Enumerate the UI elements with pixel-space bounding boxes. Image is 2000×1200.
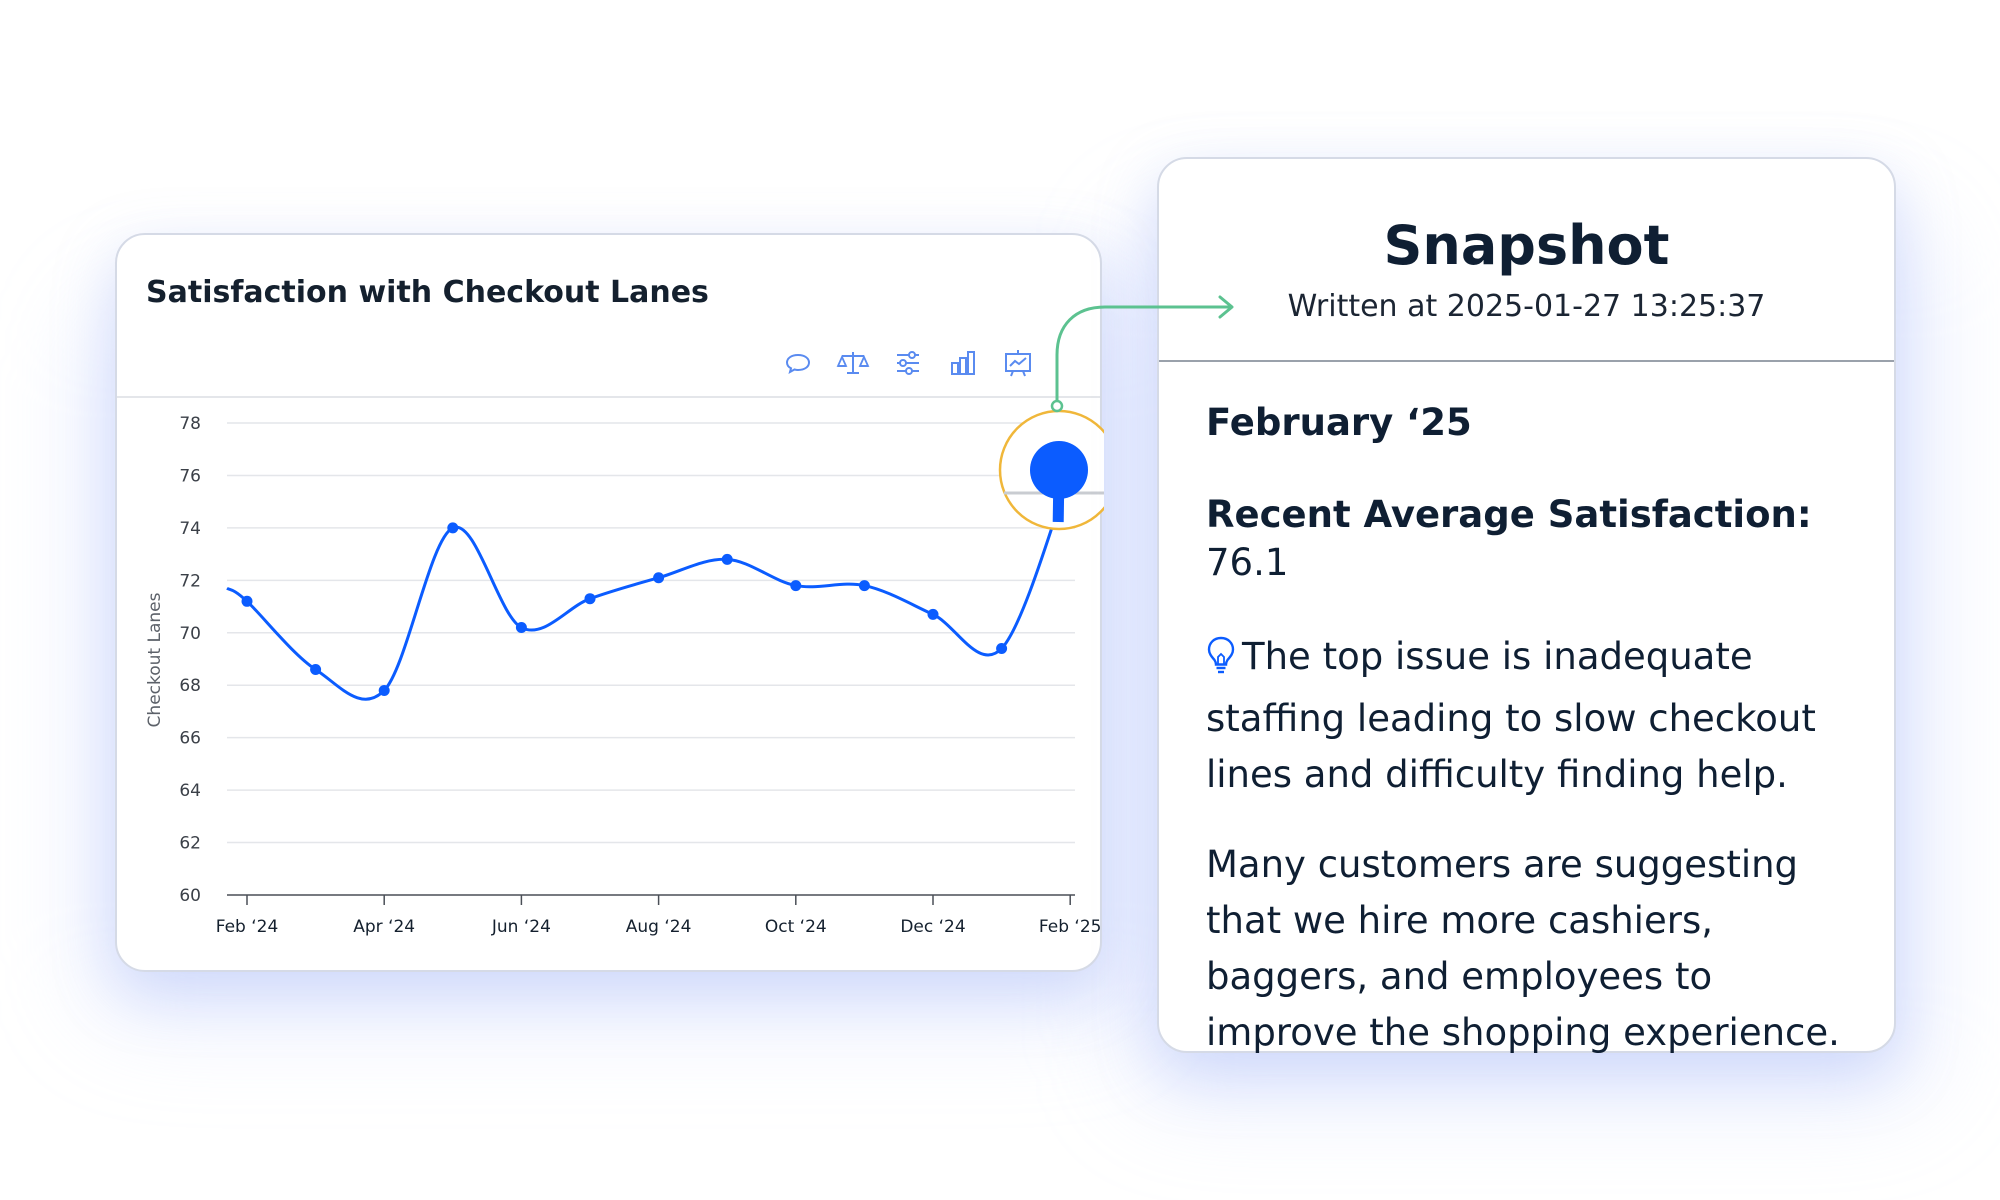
y-axis-label: Checkout Lanes [145, 592, 165, 727]
data-point [927, 608, 939, 620]
insight-paragraph: The top issue is inadequate staffing lea… [1206, 629, 1854, 803]
sliders-icon[interactable] [891, 346, 925, 380]
insight-text: The top issue is inadequate staffing lea… [1206, 635, 1816, 796]
x-tick-label: Apr ‘24 [353, 917, 415, 937]
average-satisfaction-value: 76.1 [1206, 541, 1289, 584]
data-point [584, 593, 596, 605]
x-tick-label: Dec ‘24 [900, 917, 965, 937]
chart-title: Satisfaction with Checkout Lanes [146, 275, 709, 310]
line-chart: 60 62 64 66 68 70 72 74 76 78 Feb ‘24 Apr ‘24 Jun ‘2… [145, 409, 1104, 937]
snapshot-timestamp: Written at 2025-01-27 13:25:37 [1287, 289, 1766, 324]
data-point [310, 663, 322, 675]
data-point [790, 580, 802, 592]
bar-chart-icon[interactable] [946, 346, 980, 380]
presentation-chart-icon[interactable] [1001, 346, 1035, 380]
y-tick-label: 78 [179, 414, 201, 434]
y-tick-label: 60 [179, 886, 201, 906]
data-point [996, 643, 1008, 655]
balance-scale-icon[interactable] [836, 346, 870, 380]
snapshot-month: February ‘25 [1206, 401, 1472, 444]
average-satisfaction-label: Recent Average Satisfaction: [1206, 493, 1812, 536]
average-satisfaction: Recent Average Satisfaction: 76.1 [1206, 491, 1854, 587]
x-tick-label: Feb ‘25 [1039, 917, 1102, 937]
highlight-point [1030, 441, 1088, 499]
snapshot-title: Snapshot [1383, 214, 1670, 277]
y-tick-label: 76 [179, 466, 201, 486]
x-tick-label: Aug ‘24 [626, 917, 692, 937]
data-point [858, 580, 870, 592]
data-point [653, 572, 665, 584]
suggestion-paragraph: Many customers are suggesting that we hi… [1206, 843, 1840, 1054]
toolbar-divider [117, 396, 1100, 398]
comment-icon[interactable] [781, 346, 815, 380]
y-tick-label: 70 [179, 624, 201, 644]
x-tick-label: Jun ‘24 [491, 917, 551, 937]
lightbulb-icon [1206, 635, 1236, 691]
x-tick-label: Oct ‘24 [765, 917, 827, 937]
snapshot-header: Snapshot Written at 2025-01-27 13:25:37 [1159, 159, 1894, 362]
y-tick-label: 62 [179, 834, 201, 854]
data-point [515, 622, 527, 634]
snapshot-card: Snapshot Written at 2025-01-27 13:25:37 … [1157, 157, 1896, 1054]
data-point [378, 684, 390, 696]
y-tick-label: 68 [179, 676, 201, 696]
series-line [226, 472, 1072, 701]
y-tick-label: 64 [179, 781, 201, 801]
data-point [241, 595, 253, 607]
x-tick-label: Feb ‘24 [216, 917, 279, 937]
y-tick-label: 74 [179, 519, 201, 539]
y-tick-label: 66 [179, 729, 201, 749]
y-tick-label: 72 [179, 571, 201, 591]
snapshot-body: February ‘25 Recent Average Satisfaction… [1206, 399, 1854, 1095]
chart-toolbar [781, 343, 1035, 383]
data-point [447, 522, 459, 534]
chart-card: Satisfaction with Checkout Lanes 60 62 64 6… [115, 233, 1104, 972]
data-point [721, 553, 733, 565]
